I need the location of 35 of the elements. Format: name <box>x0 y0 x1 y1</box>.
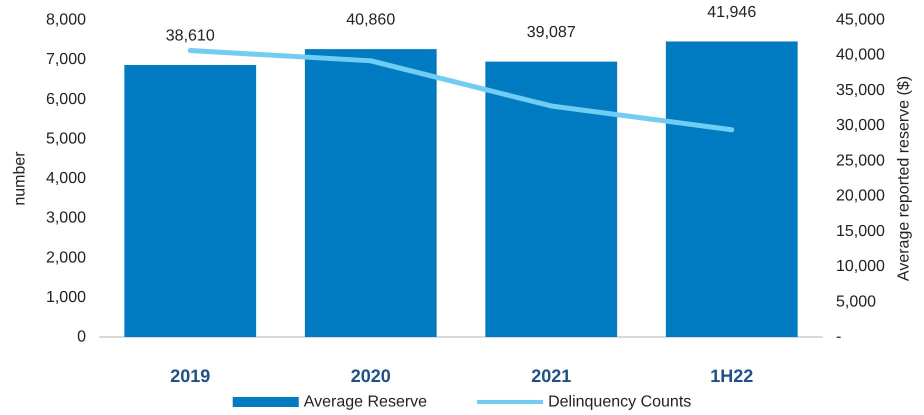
legend-label: Average Reserve <box>304 394 428 410</box>
y2-tick-label: 15,000 <box>836 222 886 240</box>
y-tick-label: 6,000 <box>46 90 86 108</box>
y2-tick-label: - <box>836 328 842 346</box>
y-tick-label: 7,000 <box>46 51 86 68</box>
y-tick-label: 0 <box>77 328 86 346</box>
data-label: 38,610 <box>166 28 215 45</box>
y-tick-label: 3,000 <box>46 210 86 227</box>
y-tick-label: 4,000 <box>46 170 86 187</box>
y2-tick-label: 20,000 <box>836 188 886 205</box>
y2-tick-label: 45,000 <box>836 12 886 28</box>
bar <box>304 49 437 337</box>
data-label: 40,860 <box>346 12 396 29</box>
y2-tick-label: 5,000 <box>836 293 876 310</box>
data-label: 39,087 <box>526 24 576 42</box>
y-tick-label: 1,000 <box>46 288 86 306</box>
data-label: 41,946 <box>707 4 756 22</box>
y2-axis-title: Average reported reserve ($) <box>895 76 912 282</box>
y2-tick-label: 40,000 <box>836 46 886 64</box>
y-axis-title: number <box>12 150 28 206</box>
legend-label: Delinquency Counts <box>548 394 692 410</box>
y-tick-label: 2,000 <box>46 249 86 266</box>
x-tick-label: 2019 <box>170 366 210 386</box>
x-tick-label: 2021 <box>531 366 572 386</box>
bar <box>485 62 618 337</box>
y2-tick-label: 25,000 <box>836 152 886 170</box>
y2-tick-label: 10,000 <box>836 258 886 276</box>
x-tick-label: 2020 <box>350 366 391 386</box>
bar <box>666 42 798 337</box>
y-tick-label: 8,000 <box>46 12 86 28</box>
y2-tick-label: 30,000 <box>836 117 886 134</box>
bar <box>124 65 256 337</box>
y2-tick-label: 35,000 <box>836 82 886 99</box>
x-tick-label: 1H22 <box>710 366 754 386</box>
y-tick-label: 5,000 <box>46 130 86 148</box>
